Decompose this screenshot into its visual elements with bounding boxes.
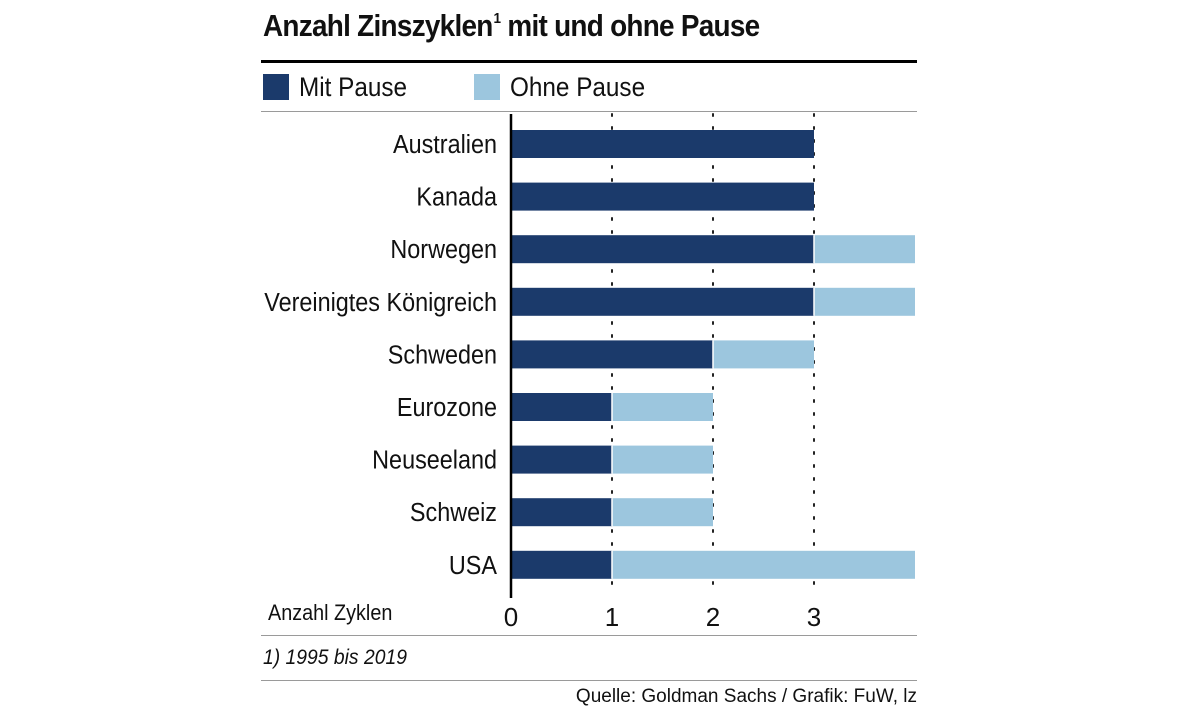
x-tick-label-2: 2 <box>706 602 720 632</box>
footnote-rule <box>261 680 917 681</box>
x-tick-label-0: 0 <box>504 602 518 632</box>
bar-australien-mit-pause <box>511 130 814 158</box>
bar-schweiz-ohne-pause <box>612 498 713 527</box>
category-label-vereinigtes-k-nigreich: Vereinigtes Königreich <box>264 289 497 317</box>
x-axis-label: Anzahl Zyklen <box>268 600 393 625</box>
legend-label-mit-pause: Mit Pause <box>299 71 408 102</box>
chart-title-footnote-mark: 1 <box>493 10 501 27</box>
legend-swatch-mit-pause <box>263 74 289 100</box>
bar-usa-mit-pause <box>511 550 612 579</box>
bar-neuseeland-ohne-pause <box>612 445 713 474</box>
category-label-schweden: Schweden <box>388 341 497 369</box>
chart-title-text: Anzahl Zinszyklen <box>263 8 493 43</box>
category-label-australien: Australien <box>393 131 497 159</box>
bar-schweden-mit-pause <box>511 340 713 369</box>
legend-label-ohne-pause: Ohne Pause <box>510 71 646 102</box>
legend-swatch-ohne-pause <box>474 74 500 100</box>
bar-usa-ohne-pause <box>612 550 915 579</box>
category-label-neuseeland: Neuseeland <box>372 447 497 475</box>
category-label-schweiz: Schweiz <box>410 499 497 527</box>
bar-vereinigtes-k-nigreich-mit-pause <box>511 287 814 316</box>
bar-schweiz-mit-pause <box>511 498 612 527</box>
category-label-kanada: Kanada <box>416 184 497 212</box>
bar-eurozone-mit-pause <box>511 393 612 421</box>
bar-vereinigtes-k-nigreich-ohne-pause <box>814 287 915 316</box>
legend-item-mit-pause: Mit Pause <box>263 72 419 102</box>
legend-item-ohne-pause: Ohne Pause <box>474 72 660 102</box>
category-label-eurozone: Eurozone <box>397 394 497 422</box>
title-rule <box>261 60 917 63</box>
x-tick-label-1: 1 <box>605 602 619 632</box>
chart-title: Anzahl Zinszyklen1 mit und ohne Pause <box>263 8 760 44</box>
chart-title-suffix: mit und ohne Pause <box>507 8 760 43</box>
bar-schweden-ohne-pause <box>713 340 814 369</box>
category-label-usa: USA <box>449 552 498 580</box>
footnote: 1) 1995 bis 2019 <box>263 646 407 669</box>
bar-norwegen-ohne-pause <box>814 235 915 264</box>
axis-rule <box>261 635 917 636</box>
source-credit: Quelle: Goldman Sachs / Grafik: FuW, lz <box>575 686 917 707</box>
legend-rule <box>261 111 917 112</box>
bar-eurozone-ohne-pause <box>612 393 713 421</box>
bar-kanada-mit-pause <box>511 182 814 211</box>
category-label-norwegen: Norwegen <box>390 236 497 264</box>
x-tick-label-3: 3 <box>807 602 821 632</box>
bar-norwegen-mit-pause <box>511 235 814 264</box>
bar-neuseeland-mit-pause <box>511 445 612 474</box>
